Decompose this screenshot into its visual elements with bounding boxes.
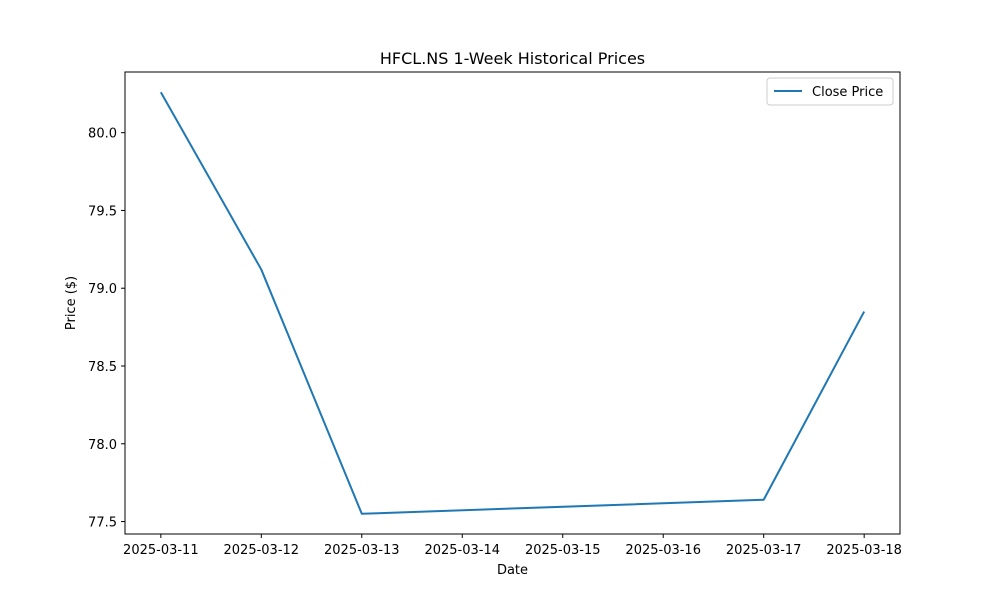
y-tick-label: 79.5: [88, 204, 117, 219]
x-tick-label: 2025-03-14: [424, 543, 500, 558]
legend-box: [766, 77, 894, 106]
x-tick-label: 2025-03-18: [826, 543, 902, 558]
y-tick-label: 80.0: [88, 127, 117, 142]
y-tick-label: 78.0: [88, 438, 117, 453]
x-tick-label: 2025-03-12: [224, 543, 300, 558]
y-tick-label: 79.0: [88, 282, 117, 297]
series-line-close-price: [159, 91, 866, 515]
chart-title: HFCL.NS 1-Week Historical Prices: [380, 49, 645, 68]
y-tick-label: 78.5: [88, 360, 117, 375]
y-axis-title: Price ($): [64, 276, 79, 330]
plot-frame: [124, 71, 901, 535]
x-tick-label: 2025-03-15: [525, 543, 601, 558]
x-tick-label: 2025-03-17: [726, 543, 802, 558]
x-tick-label: 2025-03-13: [324, 543, 400, 558]
y-tick-label: 77.5: [88, 516, 117, 531]
legend-label: Close Price: [812, 85, 883, 100]
x-axis: 2025-03-11 2025-03-12 2025-03-13 2025-03-14…: [123, 534, 902, 558]
x-tick-label: 2025-03-11: [123, 543, 199, 558]
plot-series: [159, 91, 866, 515]
x-axis-title: Date: [497, 563, 528, 578]
legend: Close Price: [766, 77, 894, 106]
x-tick-label: 2025-03-16: [625, 543, 701, 558]
y-axis: 77.5 78.0 78.5 79.0 79.5 80.0: [88, 127, 125, 531]
